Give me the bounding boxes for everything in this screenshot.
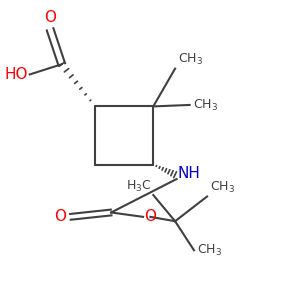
Text: NH: NH bbox=[178, 166, 201, 181]
Text: H$_3$C: H$_3$C bbox=[126, 178, 152, 194]
Text: O: O bbox=[145, 209, 157, 224]
Text: HO: HO bbox=[5, 67, 28, 82]
Text: CH$_3$: CH$_3$ bbox=[197, 243, 222, 258]
Text: CH$_3$: CH$_3$ bbox=[210, 180, 235, 195]
Text: O: O bbox=[54, 209, 66, 224]
Text: CH$_3$: CH$_3$ bbox=[193, 98, 218, 112]
Text: O: O bbox=[44, 10, 56, 25]
Text: CH$_3$: CH$_3$ bbox=[178, 52, 203, 67]
